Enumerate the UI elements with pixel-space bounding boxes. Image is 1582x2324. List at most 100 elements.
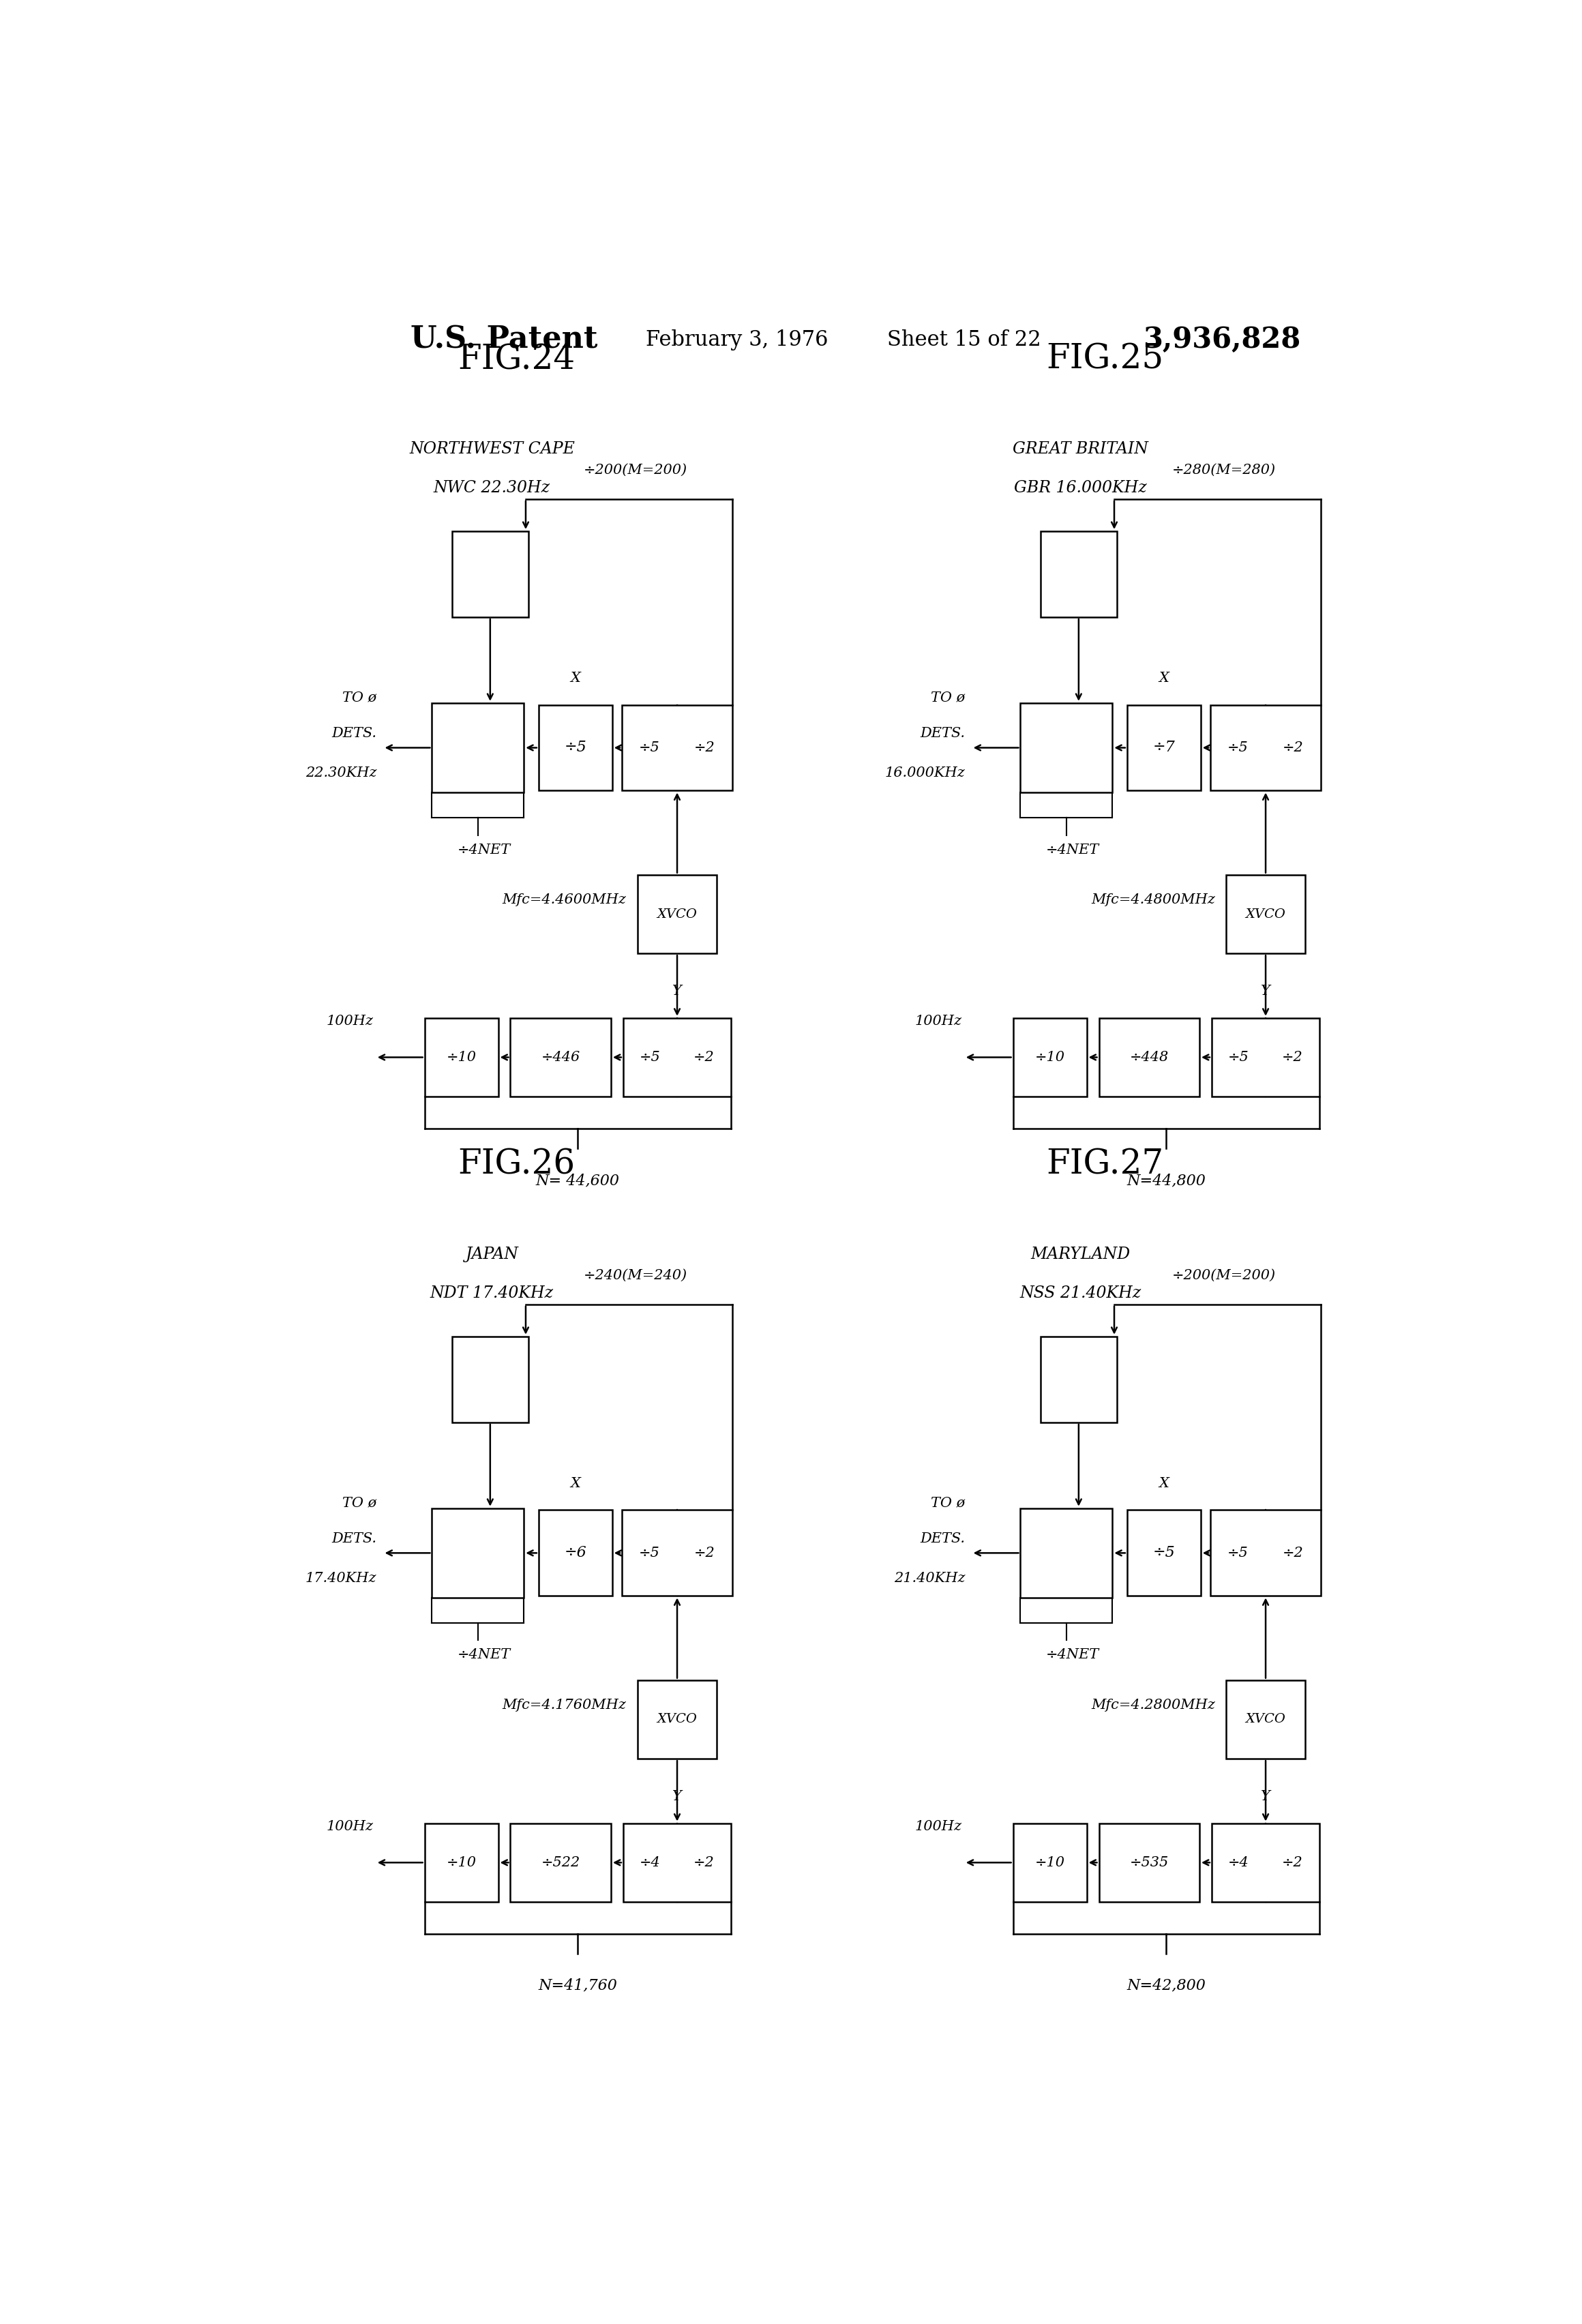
- Bar: [424, 1018, 498, 1097]
- Text: XVCO: XVCO: [1245, 909, 1286, 920]
- Text: NSS 21.40KHz: NSS 21.40KHz: [1020, 1285, 1141, 1301]
- Text: FIG.26: FIG.26: [457, 1148, 576, 1181]
- Text: ÷5: ÷5: [1228, 741, 1248, 755]
- Text: X: X: [570, 1476, 581, 1490]
- Text: ÷5: ÷5: [1153, 1545, 1175, 1559]
- Bar: [452, 532, 528, 618]
- Text: DETS.: DETS.: [332, 727, 377, 739]
- Text: ÷10: ÷10: [446, 1050, 476, 1064]
- Bar: [623, 1018, 731, 1097]
- Text: ÷200(M=200): ÷200(M=200): [1172, 1269, 1275, 1283]
- Text: ÷2: ÷2: [1281, 1857, 1304, 1868]
- Text: ÷2: ÷2: [693, 1857, 715, 1868]
- Bar: [1212, 1018, 1319, 1097]
- Bar: [432, 702, 524, 792]
- Bar: [1210, 704, 1321, 790]
- Text: ÷5: ÷5: [1228, 1545, 1248, 1559]
- Bar: [1226, 1680, 1305, 1759]
- Text: ÷10: ÷10: [1035, 1050, 1065, 1064]
- Text: DETS.: DETS.: [332, 1532, 377, 1545]
- Text: DETS.: DETS.: [921, 727, 965, 739]
- Text: N=44,800: N=44,800: [1126, 1174, 1205, 1188]
- Bar: [511, 1824, 611, 1901]
- Text: MARYLAND: MARYLAND: [1030, 1246, 1131, 1262]
- Text: 100Hz: 100Hz: [326, 1016, 373, 1027]
- Text: ÷10: ÷10: [1035, 1857, 1065, 1868]
- Bar: [1210, 1511, 1321, 1597]
- Bar: [1020, 1508, 1112, 1597]
- Bar: [1020, 702, 1112, 792]
- Text: TO ø: TO ø: [930, 1497, 965, 1508]
- Text: ÷2: ÷2: [693, 1050, 715, 1064]
- Text: ÷4NET: ÷4NET: [1046, 844, 1099, 855]
- Bar: [1226, 874, 1305, 953]
- Text: FIG.24: FIG.24: [457, 342, 576, 376]
- Bar: [638, 1680, 717, 1759]
- Text: FIG.25: FIG.25: [1046, 342, 1164, 376]
- Text: ÷6: ÷6: [565, 1545, 587, 1559]
- Text: ÷5: ÷5: [639, 1050, 661, 1064]
- Bar: [1041, 532, 1117, 618]
- Text: NWC 22.30Hz: NWC 22.30Hz: [433, 481, 551, 495]
- Text: NORTHWEST CAPE: NORTHWEST CAPE: [410, 442, 574, 458]
- Text: XVCO: XVCO: [657, 1713, 698, 1724]
- Text: ÷2: ÷2: [1281, 1050, 1304, 1064]
- Bar: [1126, 704, 1201, 790]
- Text: ÷2: ÷2: [694, 741, 715, 755]
- Text: Y: Y: [672, 1789, 682, 1803]
- Text: N=41,760: N=41,760: [538, 1978, 617, 1994]
- Text: GREAT BRITAIN: GREAT BRITAIN: [1012, 442, 1149, 458]
- Text: ÷535: ÷535: [1130, 1857, 1169, 1868]
- Text: U.S. Patent: U.S. Patent: [411, 325, 598, 353]
- Text: NDT 17.40KHz: NDT 17.40KHz: [430, 1285, 554, 1301]
- Text: 16.000KHz: 16.000KHz: [884, 767, 965, 779]
- Text: Mfc=4.1760MHz: Mfc=4.1760MHz: [503, 1699, 626, 1710]
- Text: ÷448: ÷448: [1130, 1050, 1169, 1064]
- Text: XVCO: XVCO: [1245, 1713, 1286, 1724]
- Bar: [622, 1511, 732, 1597]
- Bar: [432, 1508, 524, 1597]
- Text: DETS.: DETS.: [921, 1532, 965, 1545]
- Text: ÷200(M=200): ÷200(M=200): [584, 465, 687, 476]
- Text: Mfc=4.2800MHz: Mfc=4.2800MHz: [1092, 1699, 1215, 1710]
- Text: ÷240(M=240): ÷240(M=240): [584, 1269, 687, 1283]
- Text: 100Hz: 100Hz: [914, 1016, 962, 1027]
- Bar: [424, 1824, 498, 1901]
- Text: Mfc=4.4800MHz: Mfc=4.4800MHz: [1092, 892, 1215, 906]
- Bar: [538, 704, 612, 790]
- Text: 21.40KHz: 21.40KHz: [894, 1571, 965, 1585]
- Bar: [538, 1511, 612, 1597]
- Text: ÷446: ÷446: [541, 1050, 581, 1064]
- Text: ÷2: ÷2: [1283, 1545, 1304, 1559]
- Bar: [1012, 1018, 1087, 1097]
- Text: X: X: [570, 672, 581, 683]
- Text: Mfc=4.4600MHz: Mfc=4.4600MHz: [503, 892, 626, 906]
- Text: ÷5: ÷5: [639, 1545, 660, 1559]
- Text: N= 44,600: N= 44,600: [536, 1174, 620, 1188]
- Text: ÷5: ÷5: [565, 741, 587, 755]
- Text: N=42,800: N=42,800: [1126, 1978, 1205, 1994]
- Bar: [1126, 1511, 1201, 1597]
- Text: JAPAN: JAPAN: [465, 1246, 519, 1262]
- Text: ÷2: ÷2: [694, 1545, 715, 1559]
- Text: Y: Y: [672, 985, 682, 997]
- Text: X: X: [1158, 672, 1169, 683]
- Text: ÷4NET: ÷4NET: [457, 1648, 511, 1662]
- Bar: [623, 1824, 731, 1901]
- Text: ÷4NET: ÷4NET: [457, 844, 511, 855]
- Text: 100Hz: 100Hz: [326, 1820, 373, 1834]
- Text: 17.40KHz: 17.40KHz: [305, 1571, 377, 1585]
- Text: FIG.27: FIG.27: [1046, 1148, 1164, 1181]
- Text: Y: Y: [1261, 1789, 1270, 1803]
- Text: GBR 16.000KHz: GBR 16.000KHz: [1014, 481, 1147, 495]
- Bar: [511, 1018, 611, 1097]
- Text: X: X: [1158, 1476, 1169, 1490]
- Text: ÷4NET: ÷4NET: [1046, 1648, 1099, 1662]
- Text: ÷4: ÷4: [1228, 1857, 1250, 1868]
- Bar: [1041, 1336, 1117, 1422]
- Text: ÷10: ÷10: [446, 1857, 476, 1868]
- Text: ÷280(M=280): ÷280(M=280): [1172, 465, 1275, 476]
- Text: ÷2: ÷2: [1283, 741, 1304, 755]
- Text: ÷4: ÷4: [639, 1857, 661, 1868]
- Text: 100Hz: 100Hz: [914, 1820, 962, 1834]
